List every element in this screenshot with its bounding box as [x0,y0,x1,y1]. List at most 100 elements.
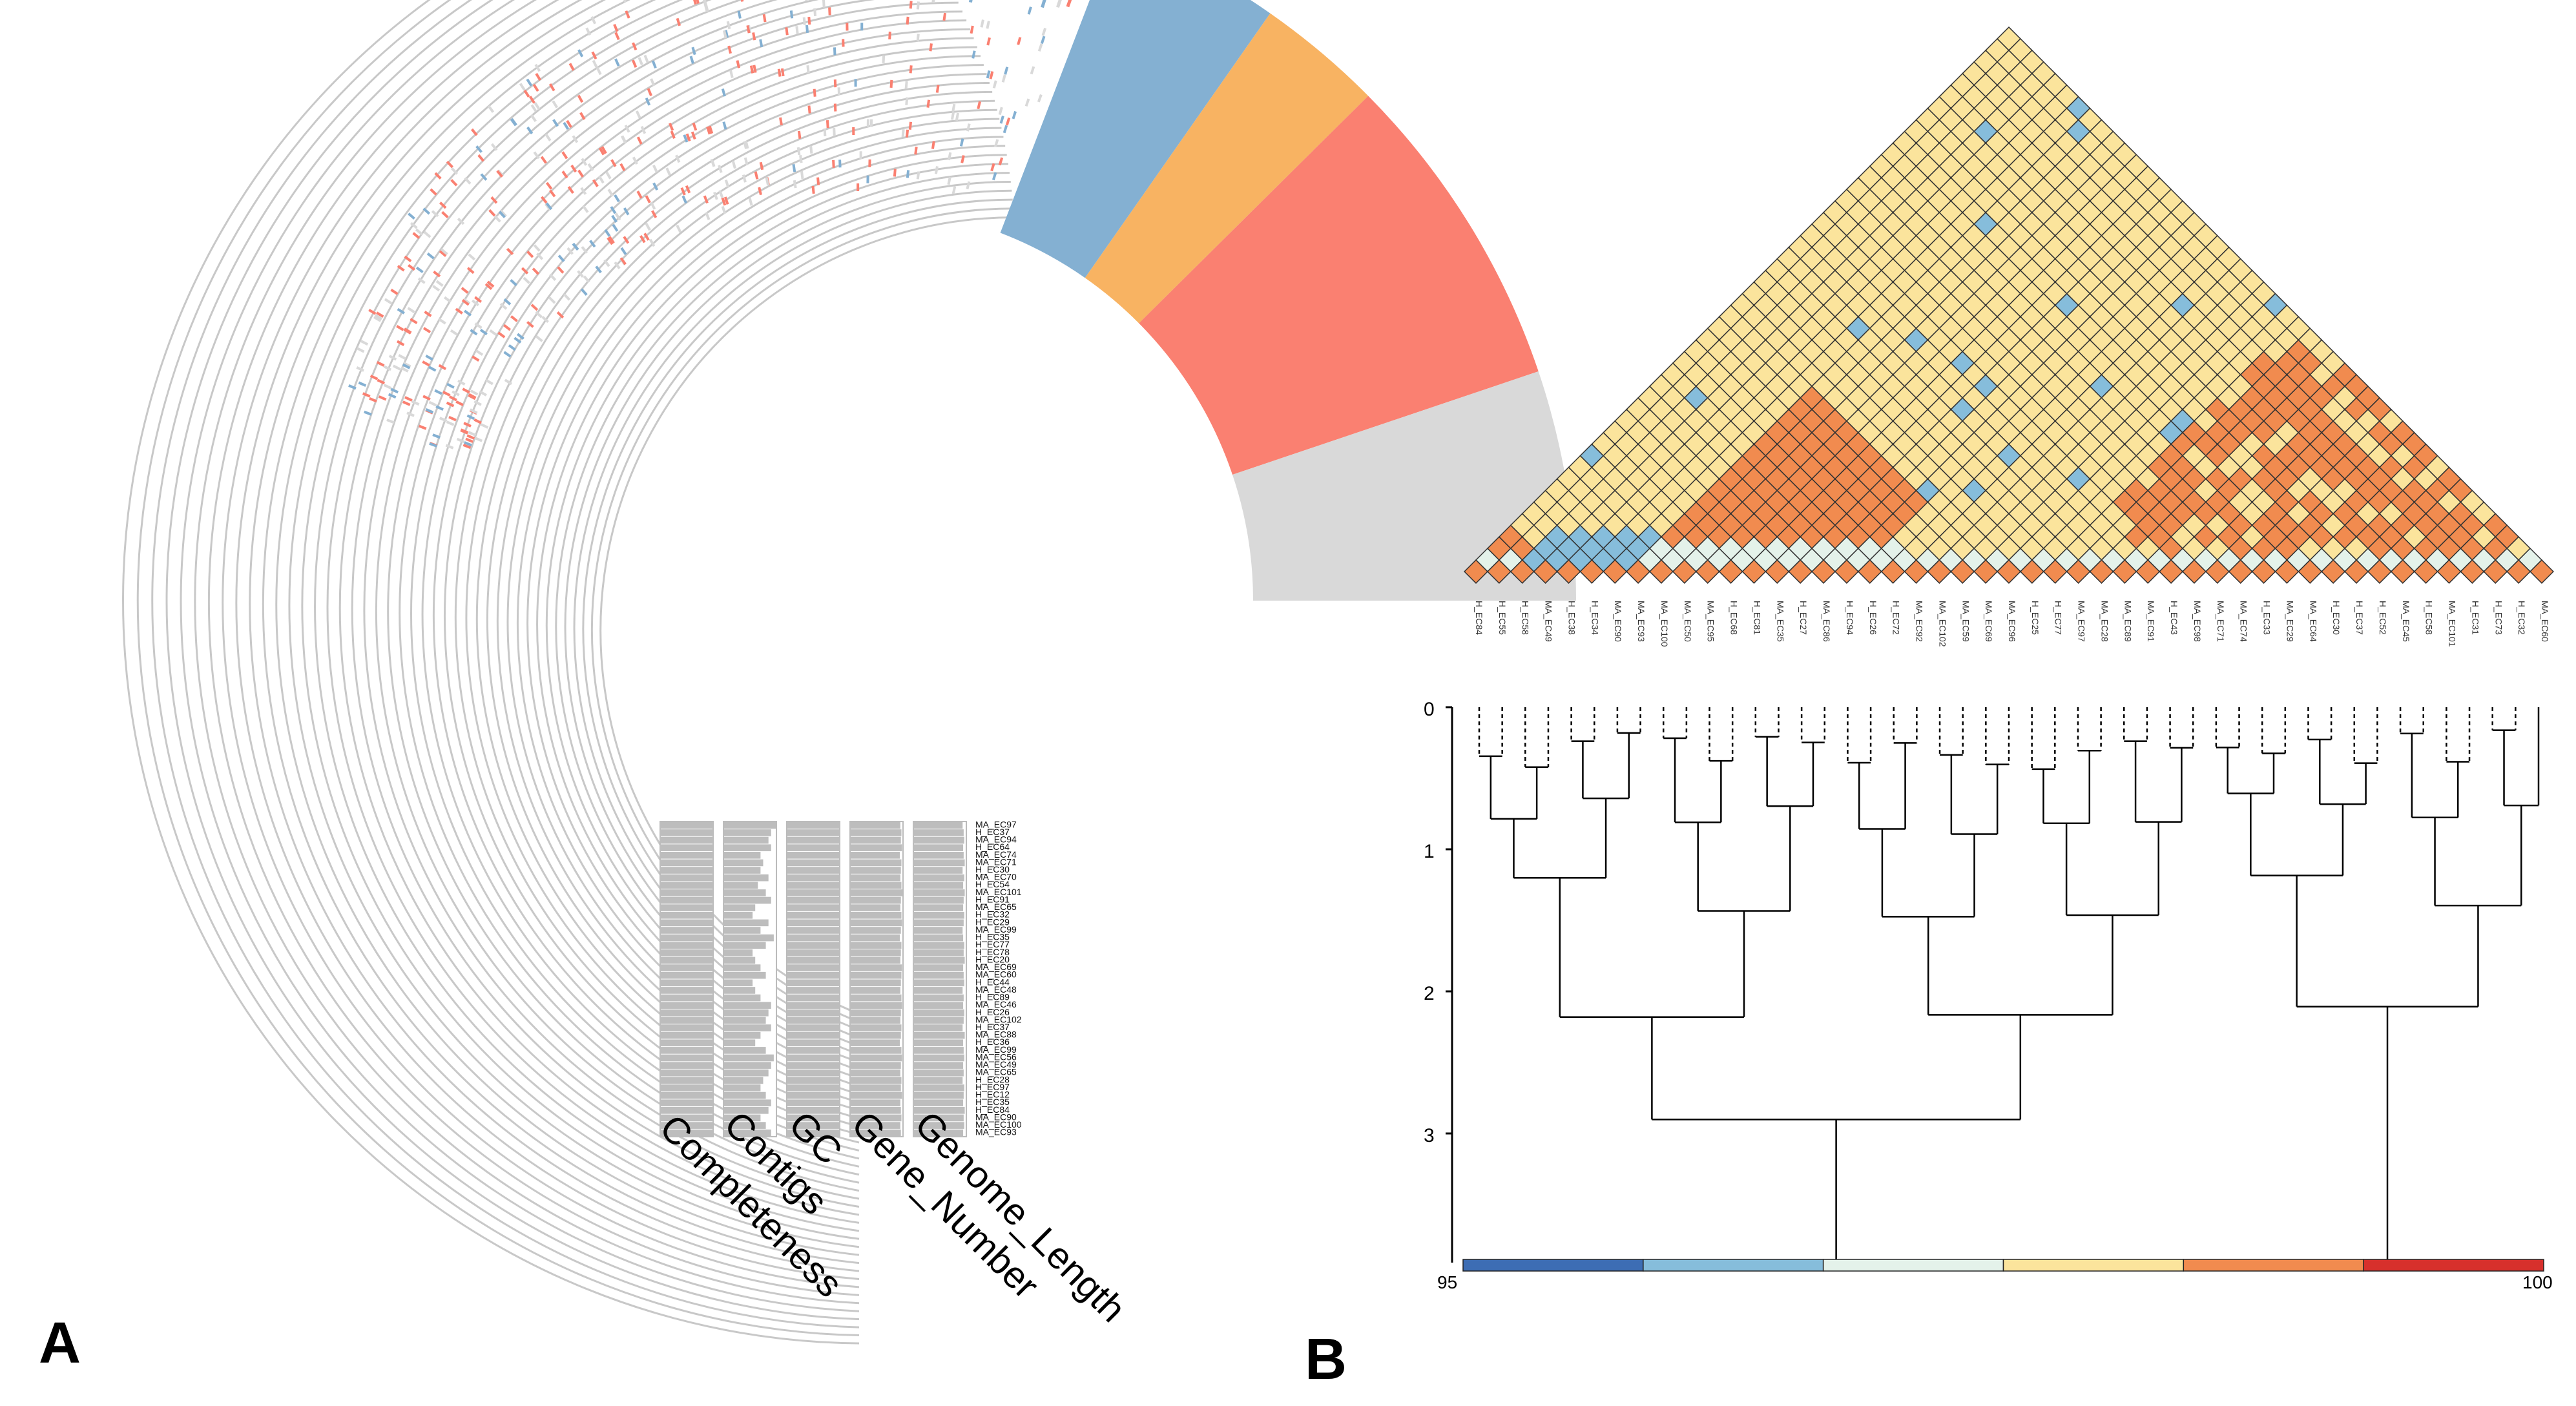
heatmap-diagonal-cell [1695,559,1720,584]
variant-tick [415,228,423,236]
sample-label: H_EC64 [975,842,1010,852]
variant-tick [724,30,729,38]
variant-tick [638,57,643,66]
track-bar [850,942,902,949]
heatmap-sample-label: MA_EC29 [2285,601,2295,642]
heatmap-sample-label: H_EC33 [2262,601,2272,635]
track-bar [723,911,753,919]
variant-tick [620,247,627,255]
ring [180,0,860,1312]
ring [235,0,860,1280]
variant-tick [503,298,512,305]
ring [433,64,984,1152]
variant-tick [534,63,541,72]
track-bar [660,1122,713,1129]
variant-tick [726,21,731,30]
track-bar [660,851,713,859]
ring [194,0,860,1305]
variant-tick [746,25,751,34]
variant-tick [398,354,406,360]
variant-tick [619,163,626,172]
track-bar [850,851,900,859]
variant-tick [696,0,700,5]
variant-tick [692,122,698,131]
variant-tick [833,127,836,136]
variant-tick [934,166,939,174]
variant-tick [466,414,475,420]
heatmap-diagonal-cell [1603,559,1628,584]
heatmap-diagonal-cell [2251,559,2276,584]
circular-mutation-ticks [348,0,1072,450]
variant-tick [601,146,607,154]
variant-tick [441,248,448,256]
variant-tick [740,0,744,2]
track-bar [660,1024,713,1031]
track-bar [723,1031,761,1039]
ring [465,90,993,1128]
variant-tick [591,51,597,60]
track-bar [660,927,713,934]
variant-tick [916,1,920,10]
heatmap-diagonal-cell [1579,559,1605,584]
ring [363,10,963,1200]
track-bar [723,1024,771,1031]
track-bar [660,882,713,889]
variant-tick [966,181,971,190]
variant-tick [614,32,620,41]
ring [421,55,981,1160]
track-bar [723,829,771,836]
panel-a: MA_EC97H_EC37MA_EC94H_EC64MA_EC74MA_EC71… [39,0,1576,1376]
track-bar [850,956,900,964]
y-tick-2: 2 [1424,983,1435,1004]
track-bar [723,851,761,859]
track-bar [787,851,840,859]
track-bar [913,964,964,971]
variant-tick [446,382,455,389]
variant-tick [541,196,548,204]
variant-tick [640,125,647,134]
variant-tick [799,154,803,163]
heatmap-diagonal-cell [1533,559,1558,584]
variant-tick [388,355,397,361]
heatmap-diagonal-cell [1765,559,1790,584]
variant-tick [1004,67,1009,75]
track-bar [850,964,902,971]
track-bar [723,904,756,911]
heatmap-sample-label: MA_EC89 [2123,601,2133,642]
variant-tick [905,97,909,105]
track-bar [787,994,840,1002]
heatmap-sample-label: H_EC43 [2169,601,2179,635]
variant-tick [360,340,369,346]
ring [314,0,860,1232]
track-bar [913,851,964,859]
variant-tick [404,327,412,334]
ring [351,1,959,1208]
variant-tick [604,229,611,237]
ring [338,0,875,1216]
track-bar [660,1054,713,1062]
variant-tick [986,21,990,29]
variant-tick [434,389,442,395]
track-bar [787,889,840,896]
variant-tick [710,158,716,167]
variant-tick [582,205,589,213]
track-bar [787,942,840,949]
sample-label: H_EC84 [975,1104,1010,1115]
track-bar [723,1114,761,1122]
variant-tick [748,198,753,206]
variant-tick [743,157,749,166]
variant-tick [1030,66,1035,75]
variant-tick [718,165,723,173]
variant-tick [736,60,741,68]
track-frame-Completeness [660,821,714,1137]
variant-tick [534,102,541,110]
track-bar [913,956,965,964]
variant-tick [685,133,691,142]
track-bar [723,949,753,956]
variant-tick [649,238,656,247]
variant-tick [504,378,513,386]
heatmap-sample-label: H_EC81 [1752,601,1762,635]
variant-tick [577,270,584,278]
track-bar [850,822,900,829]
variant-tick [506,247,514,256]
